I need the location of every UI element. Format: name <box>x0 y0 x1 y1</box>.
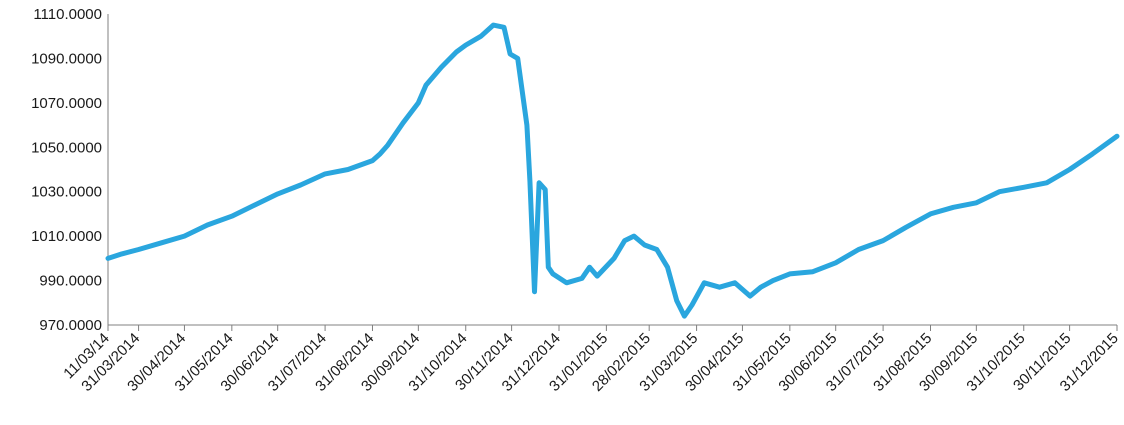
y-tick-label: 1110.0000 <box>33 6 102 23</box>
plot-area <box>105 22 1120 319</box>
y-tick-label: 970.0000 <box>39 317 102 334</box>
x-axis: 11/03/1431/03/201430/04/201431/05/201430… <box>60 324 1122 395</box>
y-axis: 970.0000 990.0000 1010.0000 1030.0000 1050.0… <box>31 6 109 334</box>
series-line <box>105 22 1120 319</box>
y-tick-label: 1050.0000 <box>31 139 102 156</box>
y-tick-label: 1010.0000 <box>31 228 102 245</box>
y-tick-label: 1070.0000 <box>31 95 102 112</box>
y-tick-label: 1030.0000 <box>31 184 102 201</box>
y-tick-label: 990.0000 <box>39 273 102 290</box>
y-tick-label: 1090.0000 <box>31 50 102 67</box>
